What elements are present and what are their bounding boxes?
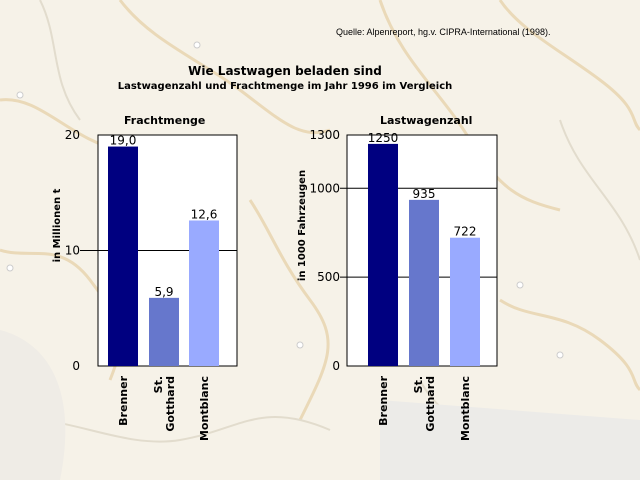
x-tick-label: Gotthard (164, 376, 177, 432)
y-axis-label: in 1000 Fahrzeugen (297, 170, 308, 281)
data-label: 12,6 (191, 207, 218, 221)
chart-subtitle: Lastwagenzahl und Frachtmenge im Jahr 19… (117, 81, 453, 92)
x-tick-label: Gotthard (424, 376, 437, 432)
chart-panel-title: Frachtmenge (124, 114, 205, 127)
bar (450, 237, 480, 366)
x-tick-label: Montblanc (198, 376, 211, 441)
y-axis-label: in Millionen t (52, 188, 63, 262)
y-tick-label: 500 (317, 270, 340, 284)
data-label: 19,0 (110, 134, 137, 148)
data-label: 5,9 (154, 285, 173, 299)
y-tick-label: 0 (332, 359, 340, 373)
data-label: 935 (413, 187, 436, 201)
x-tick-label: Montblanc (459, 376, 472, 441)
x-tick-label: St. (152, 376, 165, 393)
bar (368, 143, 398, 366)
data-label: 722 (454, 225, 477, 239)
data-label: 1250 (368, 131, 399, 145)
bar (409, 199, 439, 366)
y-tick-label: 10 (65, 244, 80, 258)
source-note: Quelle: Alpenreport, hg.v. CIPRA-Interna… (336, 27, 551, 37)
bar (149, 297, 179, 366)
y-tick-label: 0 (72, 359, 80, 373)
bar (108, 146, 138, 366)
y-tick-label: 1000 (309, 181, 340, 195)
x-tick-label: Brenner (377, 375, 390, 425)
chart-panel-title: Lastwagenzahl (380, 114, 472, 127)
chart-title: Wie Lastwagen beladen sind (188, 64, 382, 78)
bar (189, 220, 219, 366)
y-tick-label: 20 (65, 128, 80, 142)
y-tick-label: 1300 (309, 128, 340, 142)
x-tick-label: St. (412, 376, 425, 393)
x-tick-label: Brenner (117, 375, 130, 425)
